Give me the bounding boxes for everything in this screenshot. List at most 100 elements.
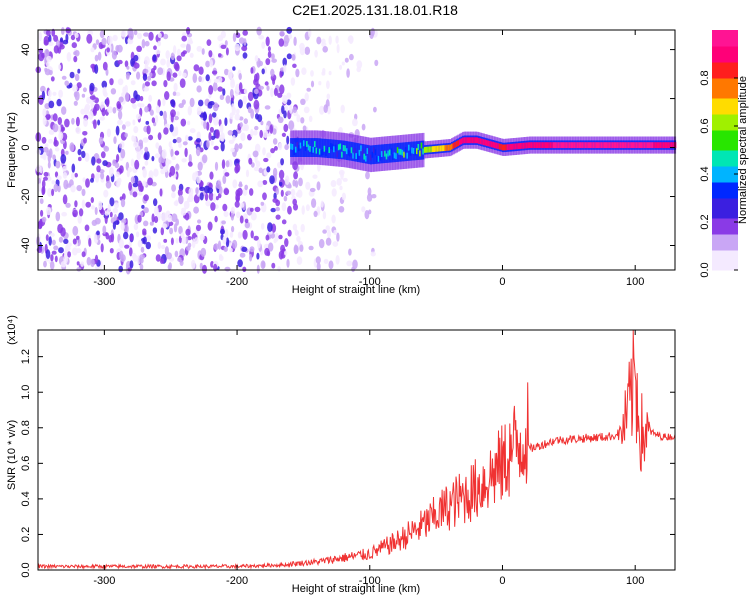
x-tick-label: 100 [626, 575, 644, 587]
ridge-band [322, 138, 325, 158]
noise-speckle [144, 160, 149, 166]
noise-speckle [52, 113, 58, 122]
ridge-core [659, 142, 662, 149]
noise-speckle [266, 85, 270, 91]
ridge-core [371, 151, 374, 158]
noise-speckle [286, 135, 290, 145]
noise-speckle [173, 200, 179, 206]
noise-speckle [323, 258, 329, 264]
noise-speckle [43, 146, 49, 153]
noise-speckle [232, 32, 237, 43]
ridge-core [589, 142, 592, 149]
ridge-core [519, 143, 522, 149]
noise-speckle [250, 128, 254, 138]
y-tick-label: 0.6 [20, 456, 32, 471]
noise-speckle [136, 45, 143, 52]
ridge-core [540, 142, 543, 149]
noise-speckle [54, 171, 59, 178]
colorbar-swatch [712, 218, 738, 223]
ridge-core [505, 144, 508, 151]
ridge-core [318, 148, 322, 155]
noise-speckle [224, 266, 231, 272]
ridge-core [422, 148, 425, 155]
noise-speckle [347, 35, 354, 43]
noise-speckle [48, 100, 55, 109]
ridge-core [538, 142, 541, 149]
noise-speckle [104, 214, 108, 225]
noise-speckle [99, 30, 105, 39]
noise-speckle [43, 171, 49, 177]
noise-speckle [310, 80, 315, 88]
noise-speckle [278, 38, 285, 47]
ridge-core [640, 142, 643, 149]
noise-speckle [333, 229, 338, 236]
noise-speckle [136, 71, 141, 80]
ridge-core [291, 144, 295, 150]
noise-speckle [163, 33, 169, 40]
ridge-core [336, 151, 339, 158]
noise-speckle [212, 193, 217, 202]
noise-speckle [83, 117, 88, 128]
noise-speckle [105, 180, 112, 189]
ridge-core [344, 145, 347, 152]
noise-speckle [238, 82, 243, 92]
colorbar-swatch [712, 162, 738, 167]
ridge-band [318, 138, 321, 158]
ridge-band [320, 138, 323, 158]
noise-speckle [78, 156, 82, 162]
ridge-core [323, 145, 326, 152]
colorbar-swatch [712, 190, 738, 195]
noise-speckle [208, 113, 213, 124]
noise-speckle [132, 191, 138, 198]
noise-speckle [284, 250, 288, 256]
noise-speckle [194, 237, 199, 245]
noise-speckle [138, 191, 143, 196]
noise-speckle [316, 36, 322, 45]
noise-speckle [205, 74, 210, 82]
noise-speckle [69, 179, 74, 187]
ridge-core [662, 142, 666, 149]
colorbar-swatch [712, 142, 738, 147]
noise-speckle [229, 231, 234, 238]
noise-speckle [157, 67, 164, 75]
noise-speckle [160, 169, 165, 175]
ridge-core [572, 142, 575, 149]
noise-speckle [154, 206, 159, 216]
noise-speckle [208, 50, 213, 58]
noise-speckle [65, 246, 71, 251]
noise-speckle [148, 134, 154, 141]
noise-speckle [100, 171, 105, 180]
noise-speckle [323, 104, 328, 113]
noise-speckle [306, 87, 312, 92]
noise-speckle [96, 165, 101, 173]
noise-speckle [71, 117, 75, 125]
noise-speckle [220, 132, 225, 142]
noise-speckle [151, 213, 155, 223]
noise-speckle [178, 142, 182, 149]
noise-speckle [339, 64, 343, 70]
noise-speckle [222, 175, 227, 185]
noise-speckle [305, 204, 310, 212]
ridge-core [645, 142, 648, 149]
ridge-core [503, 144, 506, 151]
noise-speckle [275, 187, 279, 195]
x-tick-label: -100 [359, 575, 381, 587]
noise-speckle [209, 126, 214, 133]
noise-speckle [244, 184, 248, 191]
noise-speckle [117, 177, 122, 184]
y-tick-label: -20 [20, 189, 32, 205]
ridge-core [567, 142, 570, 149]
noise-speckle [356, 60, 363, 69]
ridge-core [522, 142, 526, 149]
colorbar-swatch [712, 158, 738, 163]
noise-speckle [321, 42, 327, 47]
ridge-core [527, 142, 530, 149]
noise-speckle [100, 243, 104, 253]
noise-speckle [182, 50, 187, 55]
ridge-core [529, 142, 532, 149]
noise-speckle [265, 58, 271, 66]
noise-speckle [318, 238, 325, 249]
colorbar-swatch [712, 178, 738, 183]
noise-speckle [232, 239, 238, 249]
noise-speckle [247, 106, 252, 114]
